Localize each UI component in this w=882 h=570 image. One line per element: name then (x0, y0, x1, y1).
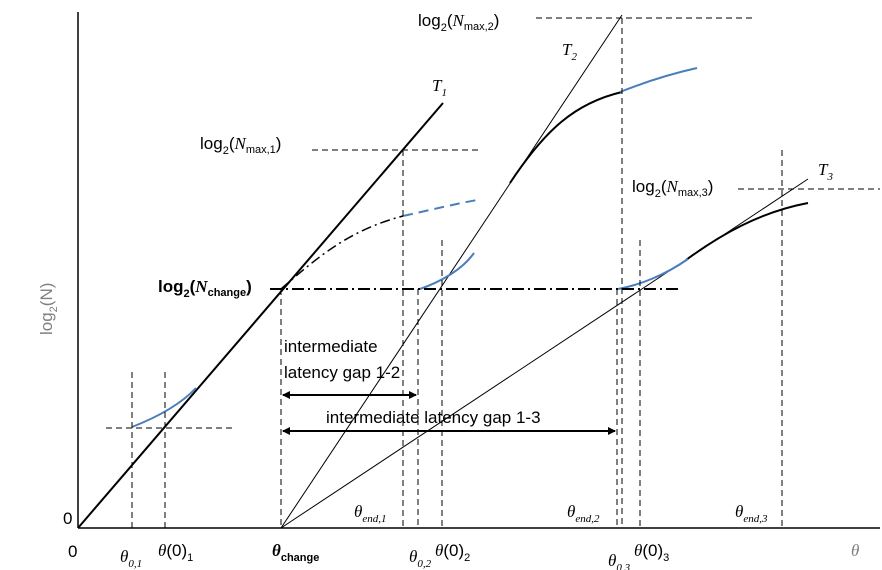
theta0-2-label: θ(0)2 (435, 541, 470, 564)
tangent-t2 (280, 14, 623, 529)
theta-end2-label: θend,2 (567, 502, 600, 525)
theta02-label: θ0,2 (409, 547, 432, 570)
theta-end3-label: θend,3 (735, 502, 768, 525)
y-axis-label: log2(N) (37, 283, 60, 335)
nmax1-label: log2(Nmax,1) (200, 134, 281, 157)
gap-1-2-label-line2: latency gap 1-2 (284, 363, 400, 382)
gap-1-2-label-line1: intermediate (284, 337, 378, 356)
gap-1-3-label: intermediate latency gap 1-3 (326, 408, 541, 427)
origin-x-label: 0 (68, 542, 77, 561)
blue-curve-lag-1 (131, 387, 197, 428)
x-axis-label: θ (851, 541, 859, 560)
theta03-label: θ0,3 (608, 551, 631, 570)
tangent-t1 (77, 102, 444, 529)
curve-1-projection (280, 215, 404, 290)
theta0-3-label: θ(0)3 (634, 541, 669, 564)
growth-curve-3 (685, 202, 809, 261)
blue-curve-lag-2 (419, 252, 475, 290)
theta0-1-label: θ(0)1 (158, 541, 193, 564)
theta-change-label: θchange (272, 541, 319, 564)
t2-label: T2 (562, 40, 577, 63)
nmax2-label: log2(Nmax,2) (418, 11, 499, 34)
origin-y-label: 0 (63, 509, 72, 528)
theta-end1-label: θend,1 (354, 502, 387, 525)
growth-curve-2 (509, 91, 623, 184)
blue-curve-end-2 (619, 67, 698, 93)
curve-1-blue-extension (402, 199, 478, 217)
theta01-label: θ0,1 (120, 547, 142, 570)
blue-curve-lag-3 (617, 258, 689, 290)
t3-label: T3 (818, 160, 833, 183)
nmax3-label: log2(Nmax,3) (632, 177, 713, 200)
t1-label: T1 (432, 76, 447, 99)
nchange-label: log2(Nchange) (158, 277, 252, 300)
